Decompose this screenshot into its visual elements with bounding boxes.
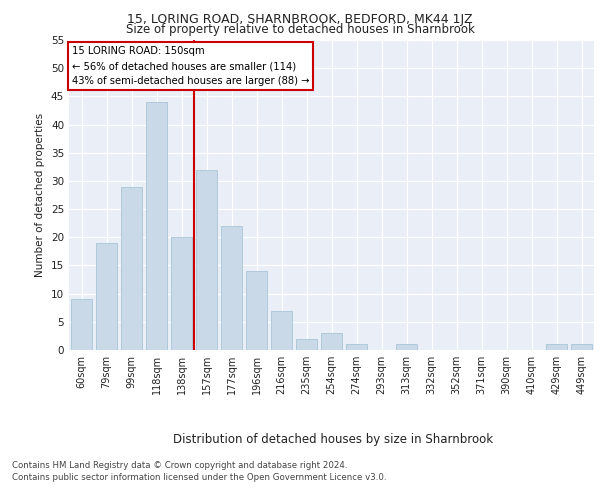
Bar [71,300,92,350]
Bar [321,333,342,350]
Bar [221,226,242,350]
Bar [271,310,292,350]
Text: Contains public sector information licensed under the Open Government Licence v3: Contains public sector information licen… [12,474,386,482]
Text: Contains HM Land Registry data © Crown copyright and database right 2024.: Contains HM Land Registry data © Crown c… [12,461,347,470]
Text: 15, LORING ROAD, SHARNBROOK, BEDFORD, MK44 1JZ: 15, LORING ROAD, SHARNBROOK, BEDFORD, MK… [127,12,473,26]
Text: 15 LORING ROAD: 150sqm
← 56% of detached houses are smaller (114)
43% of semi-de: 15 LORING ROAD: 150sqm ← 56% of detached… [71,46,309,86]
Bar [396,344,417,350]
Text: Size of property relative to detached houses in Sharnbrook: Size of property relative to detached ho… [125,22,475,36]
Bar [96,243,117,350]
Bar [296,338,317,350]
Bar [346,344,367,350]
Bar [121,186,142,350]
Bar [546,344,567,350]
Bar [146,102,167,350]
Y-axis label: Number of detached properties: Number of detached properties [35,113,46,277]
Text: Distribution of detached houses by size in Sharnbrook: Distribution of detached houses by size … [173,432,493,446]
Bar [246,271,267,350]
Bar [171,238,192,350]
Bar [571,344,592,350]
Bar [196,170,217,350]
